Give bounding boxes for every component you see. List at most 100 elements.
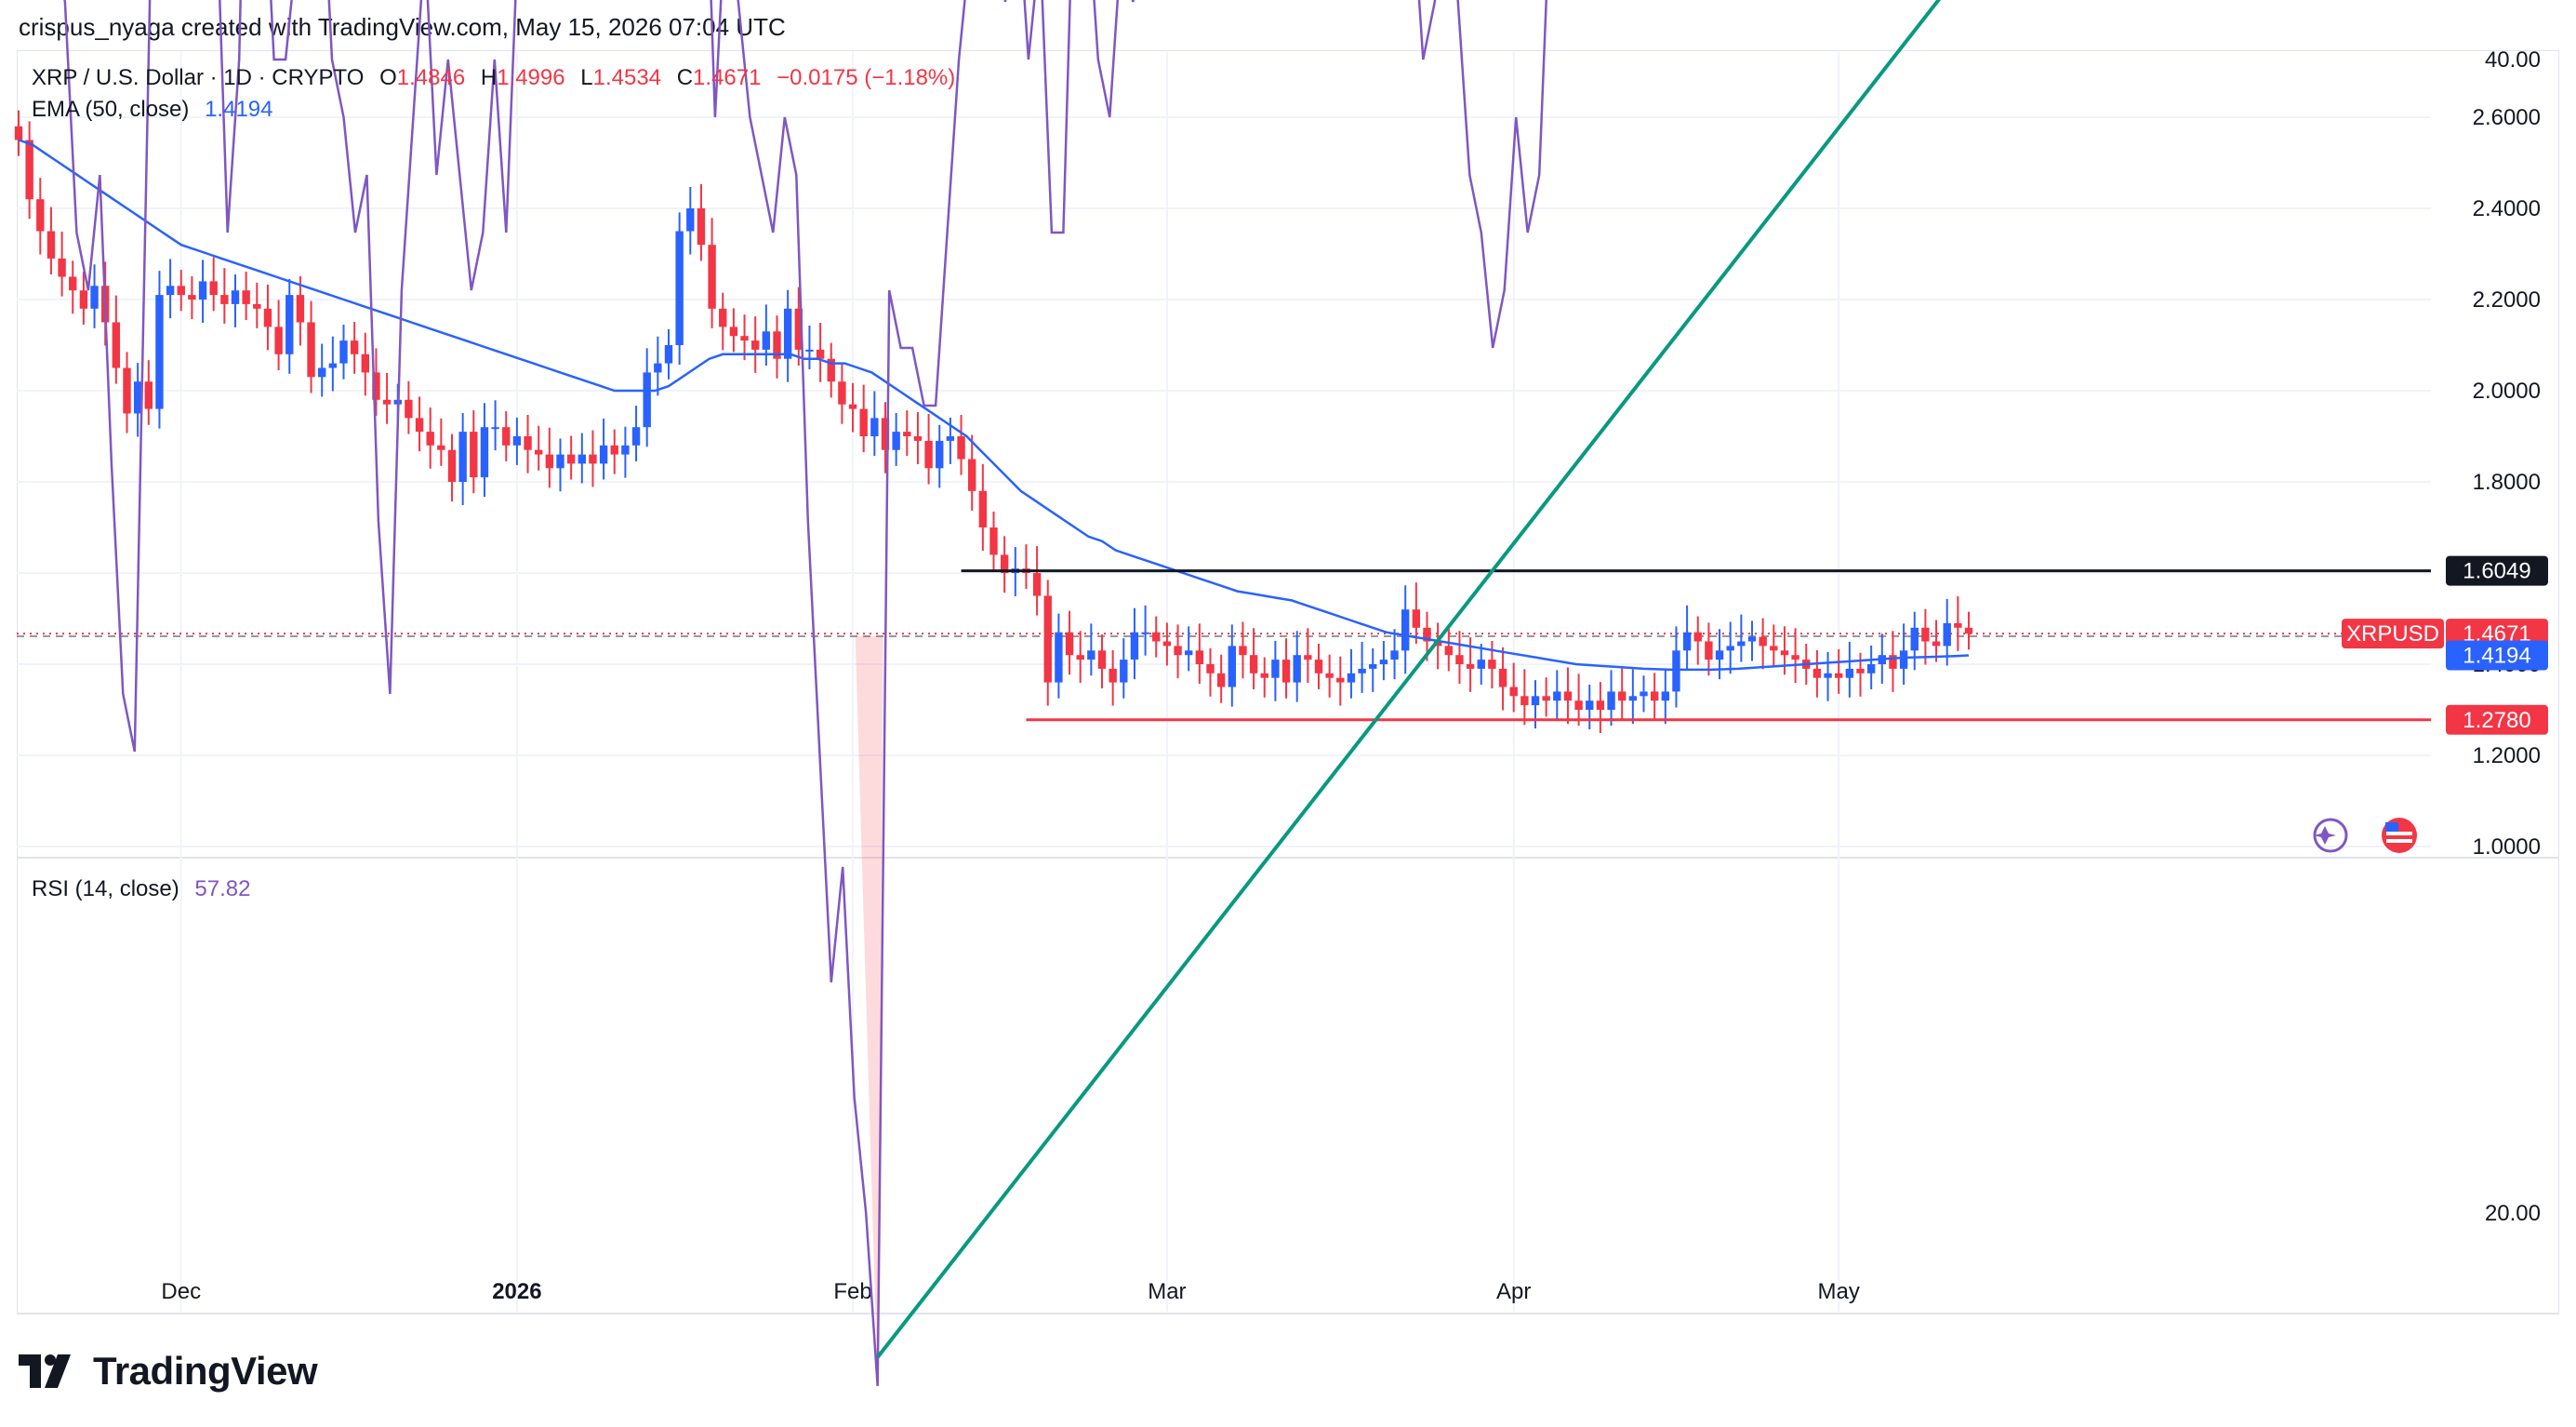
- sparkle-icon: [2313, 818, 2348, 853]
- candle-body: [848, 404, 857, 409]
- candle-body: [1650, 691, 1659, 701]
- candle-body: [1293, 655, 1301, 683]
- ema-label: EMA (50, close): [32, 97, 190, 122]
- ema-price-badge-text: 1.4194: [2463, 643, 2530, 668]
- candle-body: [556, 454, 564, 469]
- candle-body: [729, 327, 738, 337]
- candle-body: [1705, 641, 1713, 660]
- candle-body: [274, 327, 283, 354]
- candle-body: [827, 358, 835, 382]
- candle-body: [1390, 650, 1399, 660]
- rsi-legend[interactable]: RSI (14, close) 57.82: [32, 876, 259, 902]
- candle-body: [1304, 655, 1312, 660]
- candle-body: [566, 454, 576, 464]
- candle-body: [1347, 673, 1356, 683]
- candle-body: [69, 276, 77, 291]
- candle-body: [643, 372, 651, 428]
- candle-body: [719, 308, 727, 327]
- rsi-trendline: [876, 0, 1942, 1359]
- candle-body: [1097, 650, 1107, 669]
- candle-body: [1682, 632, 1692, 651]
- candle-body: [708, 245, 716, 309]
- candle-body: [578, 454, 586, 464]
- candle-body: [112, 322, 121, 368]
- candle-body: [198, 281, 207, 300]
- candle-body: [1921, 627, 1930, 642]
- candle-body: [1715, 650, 1724, 660]
- candle-body: [1281, 660, 1291, 683]
- candle-body: [1780, 650, 1789, 656]
- candle-body: [1628, 696, 1638, 701]
- candle-body: [1607, 691, 1615, 710]
- candle-body: [697, 208, 706, 246]
- symbol-label[interactable]: XRP / U.S. Dollar · 1D · CRYPTO: [32, 65, 365, 90]
- candle-body: [892, 432, 900, 450]
- candle-body: [794, 308, 803, 350]
- candle-body: [621, 445, 630, 455]
- candle-body: [1314, 660, 1323, 673]
- candle-body: [936, 440, 944, 469]
- candle-body: [231, 290, 240, 304]
- candle-body: [664, 345, 673, 364]
- candle-body: [1206, 664, 1215, 673]
- price-change: −0.0175 (−1.18%): [777, 65, 956, 90]
- candle-body: [1759, 636, 1767, 647]
- ohlc-close: C1.4671: [676, 65, 762, 90]
- candle-body: [654, 363, 662, 373]
- rsi-tick-label: 20.00: [2485, 1201, 2541, 1226]
- chart-caption: crispus_nyaga created with TradingView.c…: [19, 13, 786, 41]
- candle-body: [382, 399, 392, 405]
- candle-body: [1162, 641, 1172, 647]
- candle-body: [1271, 660, 1280, 678]
- candle-body: [470, 432, 478, 478]
- candle-body: [405, 399, 413, 419]
- candle-body: [502, 427, 511, 446]
- candle-body: [1954, 622, 1962, 628]
- time-tick-label: Mar: [1148, 1279, 1186, 1304]
- candle-body: [545, 454, 554, 469]
- candle-body: [686, 208, 695, 232]
- rsi-value: 57.82: [194, 876, 251, 901]
- candle-body: [1379, 660, 1388, 664]
- candle-body: [1174, 646, 1182, 656]
- candle-body: [1964, 627, 1973, 634]
- time-tick-label: Apr: [1496, 1279, 1531, 1304]
- candle-body: [328, 363, 338, 368]
- candle-body: [1228, 646, 1236, 687]
- candle-body: [79, 290, 88, 309]
- candle-body: [133, 381, 142, 414]
- time-tick-label: Feb: [833, 1279, 871, 1304]
- us-flag-icon: [2382, 818, 2417, 853]
- candle-body: [1065, 632, 1074, 656]
- candle-body: [1195, 650, 1204, 664]
- resistance-price-badge: [2446, 555, 2548, 586]
- ema-price-badge: [2446, 640, 2548, 671]
- candle-body: [1239, 646, 1247, 656]
- candle-body: [263, 308, 272, 327]
- candle-body: [1325, 673, 1334, 678]
- tradingview-wordmark: TradingView: [93, 1349, 318, 1393]
- candle-body: [1586, 700, 1594, 710]
- candle-body: [1109, 668, 1117, 683]
- candle-body: [903, 432, 911, 436]
- candle-body: [675, 231, 684, 345]
- candle-body: [1336, 677, 1345, 683]
- support-price-badge-text: 1.2780: [2463, 708, 2530, 733]
- tradingview-logo[interactable]: TradingView: [19, 1349, 318, 1394]
- candle-body: [816, 349, 825, 359]
- candle-body: [1444, 646, 1453, 656]
- candle-body: [1747, 636, 1757, 642]
- candle-body: [1835, 673, 1843, 678]
- candle-body: [1260, 673, 1268, 678]
- candle-body: [458, 432, 467, 482]
- price-tick-label: 2.4000: [2473, 196, 2541, 221]
- symbol-badge: [2342, 619, 2444, 649]
- candle-body: [599, 445, 608, 464]
- time-tick-label: Dec: [161, 1279, 201, 1304]
- candle-body: [1737, 641, 1746, 647]
- candle-body: [1141, 632, 1149, 634]
- candle-body: [1358, 668, 1366, 673]
- ema-legend[interactable]: EMA (50, close) 1.4194: [32, 97, 282, 123]
- candle-body: [1574, 700, 1583, 710]
